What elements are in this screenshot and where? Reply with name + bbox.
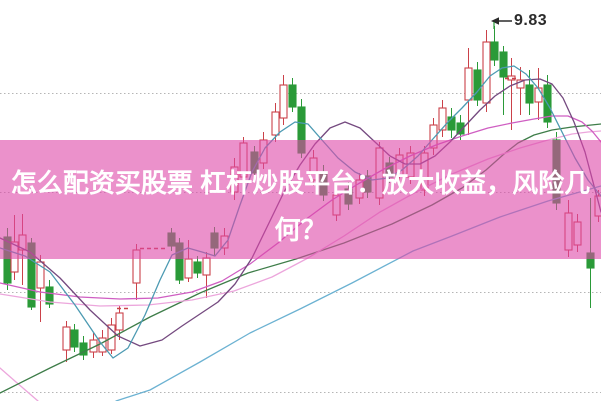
candle [193, 261, 202, 274]
headline-banner: 怎么配资买股票 杠杆炒股平台：放大收益，风险几 何？ [0, 140, 601, 259]
annotation-arrow-head [491, 17, 499, 25]
headline-line-2: 何？ [274, 215, 327, 245]
candle [473, 69, 482, 101]
candle [115, 312, 124, 331]
candle [62, 326, 71, 351]
candle [499, 51, 508, 78]
ma-line-ma-long-pink-segment [0, 367, 39, 401]
candle [525, 84, 534, 104]
candle [279, 84, 288, 119]
candle [79, 342, 88, 356]
candle [45, 286, 54, 305]
candle [534, 87, 543, 103]
price-annotation-label: 9.83 [514, 12, 548, 29]
candle [482, 41, 491, 104]
ma-line-MA10 [0, 78, 601, 347]
candle [70, 329, 79, 348]
candle [490, 41, 499, 61]
candle [516, 79, 525, 89]
headline-line-1: 怎么配资买股票 杠杆炒股平台：放大收益，风险几 [10, 168, 591, 198]
candle [438, 107, 447, 131]
candle [447, 116, 456, 131]
candle [271, 111, 280, 136]
candle [202, 257, 211, 276]
candle [288, 84, 297, 108]
candle [456, 122, 465, 135]
candle [36, 261, 45, 289]
candle [184, 258, 193, 279]
candle [464, 67, 473, 101]
